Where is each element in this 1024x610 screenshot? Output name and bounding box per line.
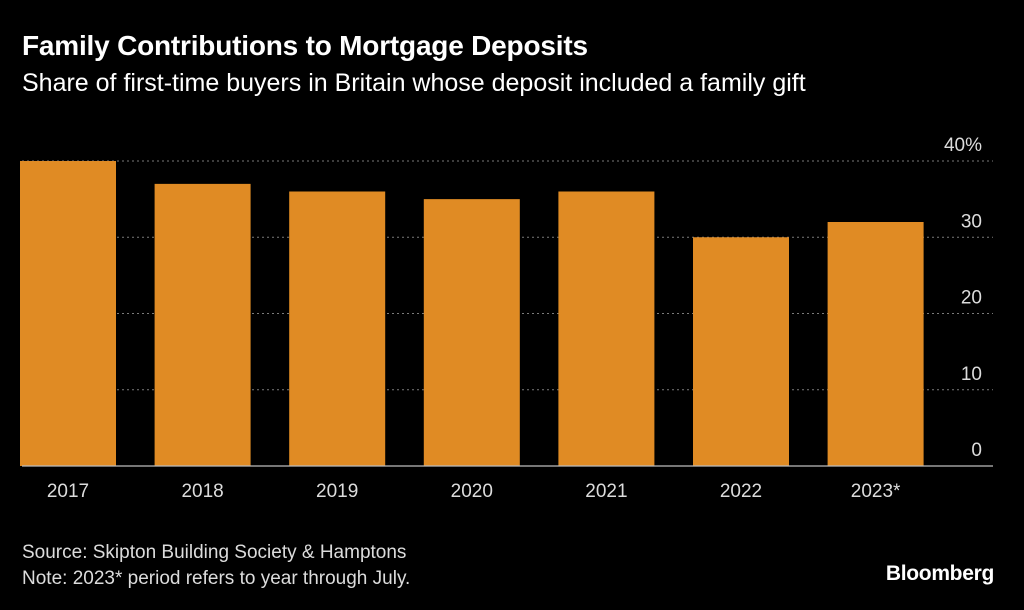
- y-tick-label: 0: [971, 440, 982, 461]
- y-tick-label: 20: [961, 288, 982, 309]
- bar-2020: [423, 199, 520, 466]
- y-tick-label: 10: [961, 364, 982, 385]
- x-tick-label: 2023*: [851, 481, 901, 502]
- x-tick-label: 2019: [316, 481, 358, 502]
- x-tick-label: 2017: [47, 481, 89, 502]
- chart-title: Family Contributions to Mortgage Deposit…: [22, 30, 588, 61]
- y-tick-label: 40%: [944, 135, 982, 156]
- chart-subtitle: Share of first-time buyers in Britain wh…: [22, 69, 806, 97]
- bars: [20, 161, 924, 466]
- x-tick-label: 2018: [181, 481, 223, 502]
- axes: 0 10 20 30 40% 2017 2018 2019 2020 2021 2022 2023*: [22, 135, 993, 502]
- note-text: Note: 2023* period refers to year throug…: [22, 568, 411, 589]
- bar-2018: [154, 183, 251, 466]
- x-tick-label: 2022: [720, 481, 762, 502]
- x-tick-label: 2021: [585, 481, 627, 502]
- source-text: Source: Skipton Building Society & Hampt…: [22, 542, 407, 563]
- bar-2017: [20, 161, 116, 466]
- bar-2023: [827, 222, 924, 466]
- bar-2022: [693, 237, 789, 466]
- bar-2019: [289, 191, 386, 466]
- bar-2021: [558, 191, 655, 466]
- y-tick-label: 30: [961, 211, 982, 232]
- bloomberg-logo: Bloomberg: [885, 562, 994, 585]
- x-tick-label: 2020: [451, 481, 493, 502]
